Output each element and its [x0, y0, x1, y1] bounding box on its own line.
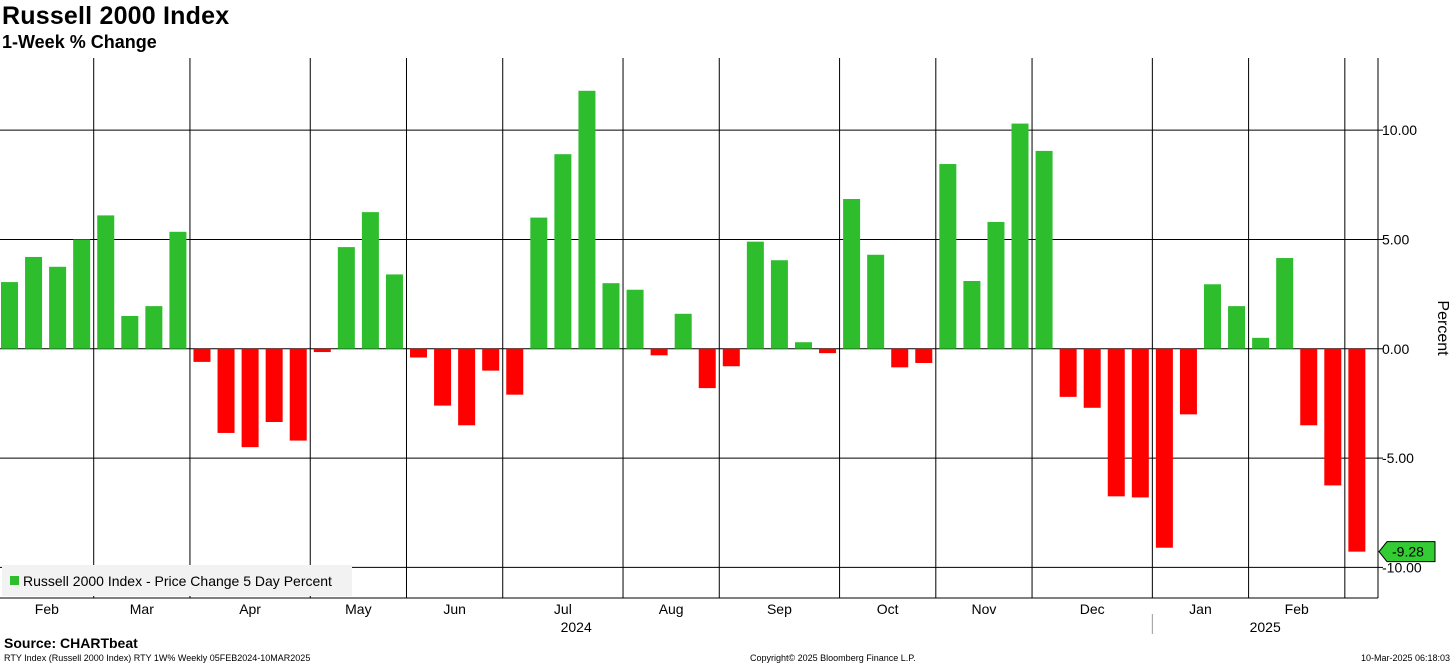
- bar: [794, 342, 812, 349]
- x-month-label: Oct: [877, 601, 899, 617]
- y-tick-label: 10.00: [1382, 122, 1417, 138]
- x-year-label: 2025: [1250, 619, 1281, 635]
- bar: [1107, 348, 1125, 497]
- bar: [289, 348, 307, 441]
- x-month-label: Jul: [554, 601, 572, 617]
- bar: [1204, 284, 1221, 349]
- y-tick-label: 0.00: [1382, 341, 1409, 357]
- bar: [554, 154, 572, 349]
- bar: [722, 348, 740, 367]
- bar: [97, 215, 115, 349]
- x-year-label: 2024: [561, 619, 592, 635]
- bar: [193, 348, 211, 362]
- bar: [939, 164, 957, 349]
- bar-chart: 10.00 5.00 0.00 -5.00 -10.00 Feb Mar Apr May Jun J…: [0, 58, 1451, 635]
- last-value-label: -9.28: [1392, 544, 1424, 560]
- footer-copyright: Copyright© 2025 Bloomberg Finance L.P.: [750, 653, 916, 663]
- bar: [25, 256, 43, 349]
- footer-ticker-info: RTY Index (Russell 2000 Index) RTY 1W% W…: [4, 653, 311, 663]
- x-month-label: Nov: [971, 601, 996, 617]
- bar: [963, 280, 981, 349]
- bar: [49, 266, 67, 349]
- bar: [915, 348, 933, 363]
- bar: [650, 348, 668, 356]
- bar: [313, 348, 331, 353]
- bar: [73, 239, 91, 349]
- bar: [506, 348, 524, 395]
- bar: [674, 313, 692, 349]
- bar: [1228, 306, 1246, 349]
- y-tick-label: 5.00: [1382, 231, 1409, 247]
- x-month-label: Feb: [35, 601, 59, 617]
- bar: [241, 348, 259, 448]
- legend-swatch: [10, 576, 19, 585]
- bar: [626, 289, 644, 349]
- x-month-label: May: [345, 601, 371, 617]
- chart-subtitle: 1-Week % Change: [2, 32, 157, 52]
- bar: [1131, 348, 1149, 498]
- bar: [530, 217, 548, 349]
- bar: [458, 348, 476, 426]
- x-month-label: Sep: [767, 601, 792, 617]
- source-note: Source: CHARTbeat: [4, 635, 138, 651]
- bar: [1155, 348, 1173, 548]
- x-month-label: Feb: [1285, 601, 1309, 617]
- bar: [1348, 348, 1366, 552]
- bar: [987, 221, 1005, 349]
- x-month-label: Aug: [659, 601, 684, 617]
- bar: [867, 254, 885, 349]
- chart-title: Russell 2000 Index: [2, 2, 230, 30]
- chart-legend: Russell 2000 Index - Price Change 5 Day …: [2, 565, 352, 596]
- legend-label: Russell 2000 Index - Price Change 5 Day …: [23, 572, 332, 589]
- footer-timestamp: 10-Mar-2025 06:18:03: [1360, 653, 1450, 663]
- bar: [145, 306, 163, 349]
- last-value-flag: [1378, 541, 1436, 563]
- bar: [121, 315, 139, 349]
- bar: [746, 241, 764, 349]
- bar: [698, 348, 716, 389]
- bar: [265, 348, 283, 423]
- bar: [337, 247, 355, 349]
- bar: [1252, 337, 1270, 349]
- bar: [482, 348, 500, 371]
- bar: [770, 260, 788, 349]
- bar: [1276, 258, 1294, 349]
- bar: [169, 231, 187, 349]
- bar: [1, 282, 18, 349]
- bar: [1300, 348, 1318, 426]
- bar: [1324, 348, 1342, 486]
- bar: [385, 274, 403, 349]
- x-month-label: Mar: [130, 601, 154, 617]
- bar: [1179, 348, 1197, 415]
- y-axis-title: Percent: [1434, 300, 1451, 356]
- bar: [434, 348, 452, 406]
- bar: [1035, 150, 1053, 349]
- bar: [361, 212, 379, 349]
- bar: [819, 348, 837, 354]
- bar: [602, 283, 620, 349]
- bar: [578, 90, 596, 349]
- bar: [1083, 348, 1101, 408]
- x-month-label: Jun: [443, 601, 466, 617]
- bar: [1059, 348, 1077, 397]
- y-tick-label: -10.00: [1382, 559, 1422, 575]
- bar: [891, 348, 909, 368]
- y-tick-label: -5.00: [1382, 450, 1414, 466]
- bar: [843, 199, 861, 349]
- x-month-label: Dec: [1080, 601, 1105, 617]
- bar: [1011, 123, 1029, 349]
- x-month-label: Apr: [239, 601, 261, 617]
- bar: [410, 348, 428, 358]
- bar: [217, 348, 235, 433]
- x-month-label: Jan: [1189, 601, 1212, 617]
